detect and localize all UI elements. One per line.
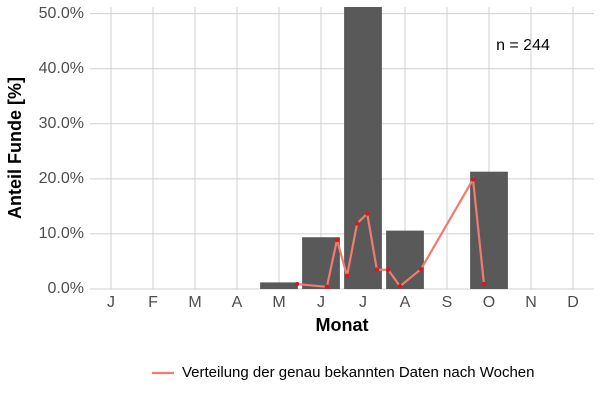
- y-axis-title: Anteil Funde [%]: [5, 77, 25, 219]
- point: [344, 273, 350, 278]
- y-tick-label: 20.0%: [39, 170, 84, 187]
- point: [470, 177, 476, 182]
- bar: [302, 237, 340, 289]
- point: [354, 221, 360, 226]
- y-tick-label: 30.0%: [39, 115, 84, 132]
- point: [418, 266, 424, 272]
- y-tick-label: 10.0%: [39, 225, 84, 242]
- x-tick-label: M: [188, 294, 201, 311]
- point: [324, 284, 330, 289]
- x-tick-label: F: [148, 294, 158, 311]
- point: [481, 281, 487, 287]
- x-tick-label: N: [525, 294, 537, 311]
- x-tick-label: S: [442, 294, 453, 311]
- bar: [386, 230, 424, 289]
- x-tick-label: D: [567, 294, 579, 311]
- point: [397, 284, 403, 289]
- y-tick-label: 0.0%: [48, 280, 84, 297]
- point: [386, 267, 391, 272]
- point: [294, 281, 300, 287]
- bar: [260, 282, 298, 289]
- annotation: n = 244: [496, 37, 550, 54]
- x-tick-label: J: [317, 294, 325, 311]
- point: [374, 267, 380, 272]
- y-tick-label: 40.0%: [39, 60, 84, 77]
- x-tick-label: J: [359, 294, 367, 311]
- point: [365, 211, 370, 216]
- y-tick-label: 50.0%: [39, 5, 84, 22]
- x-tick-label: J: [107, 294, 115, 311]
- line: [296, 175, 486, 288]
- x-tick-label: A: [400, 294, 411, 311]
- bar: [470, 171, 508, 289]
- x-tick-label: A: [232, 294, 243, 311]
- legend-label: Verteilung der genau bekannten Daten nac…: [182, 364, 535, 381]
- x-tick-label: M: [272, 294, 285, 311]
- point: [334, 237, 340, 243]
- x-axis-title: Monat: [316, 315, 369, 335]
- x-tick-label: O: [483, 294, 495, 311]
- bar: [344, 7, 382, 289]
